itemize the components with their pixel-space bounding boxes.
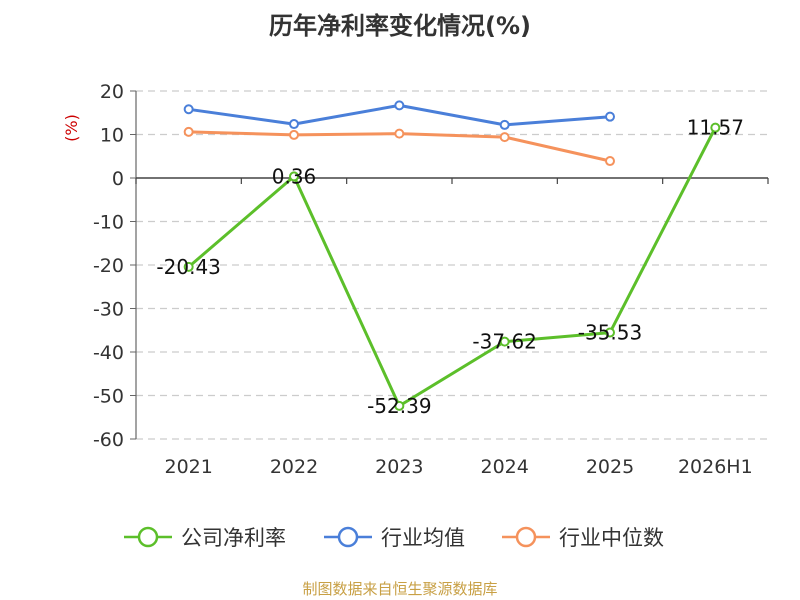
data-point (605, 327, 615, 338)
legend-label: 行业中位数 (559, 526, 664, 550)
legend-label: 公司净利率 (181, 526, 286, 550)
y-tick-label: -20 (93, 255, 124, 277)
data-label: -52.39 (367, 394, 431, 418)
data-point (289, 129, 299, 140)
x-tick-label: 2022 (270, 456, 318, 478)
legend: 公司净利率 行业均值 行业中位数 (124, 526, 664, 550)
legend-label: 行业均值 (381, 526, 465, 550)
y-tick-label: -50 (93, 386, 124, 408)
data-label: -37.62 (472, 330, 536, 354)
data-label: 0.36 (272, 164, 317, 188)
y-tick-label: 0 (112, 168, 124, 190)
series-lines (183, 100, 721, 411)
legend-marker (337, 526, 359, 548)
data-point (394, 128, 405, 139)
x-tick-label: 2025 (586, 456, 634, 478)
y-tick-label: 20 (100, 81, 124, 103)
data-point (499, 132, 510, 143)
data-point (499, 119, 510, 130)
chart-title: 历年净利率变化情况(%) (269, 12, 531, 40)
y-tick-label: 10 (100, 125, 124, 147)
data-point (289, 171, 299, 182)
data-point (183, 104, 194, 115)
grid-lines (136, 90, 768, 440)
x-tick-label: 2023 (375, 456, 423, 478)
source-note: 制图数据来自恒生聚源数据库 (302, 580, 497, 598)
data-point (605, 111, 615, 122)
y-axis-unit-label: (%) (62, 114, 81, 142)
data-point (394, 100, 405, 111)
data-label: -35.53 (578, 321, 642, 345)
data-point (499, 336, 510, 347)
legend-marker (137, 526, 159, 548)
data-point (710, 122, 721, 133)
data-label: -20.43 (156, 255, 220, 279)
axes: 20 10 0 -10 -20 -30 -40 -50 -60 2021 2022 2023 2024 2… (93, 81, 769, 478)
data-point (394, 400, 405, 411)
data-point (183, 261, 194, 272)
x-tick-label: 2021 (164, 456, 212, 478)
x-tick-label: 2026H1 (678, 456, 753, 478)
data-point (289, 119, 299, 130)
series-line (187, 127, 717, 408)
data-point (605, 156, 615, 167)
data-point (183, 126, 194, 137)
data-label: 11.57 (687, 116, 744, 140)
y-tick-label: -10 (93, 212, 124, 234)
y-tick-label: -30 (93, 299, 124, 321)
data-labels: -20.43 0.36 -52.39 -37.62 -35.53 11.57 (156, 116, 744, 418)
y-tick-label: -40 (93, 342, 124, 364)
legend-marker (515, 526, 537, 548)
x-tick-label: 2024 (480, 456, 528, 478)
y-tick-label: -60 (93, 429, 124, 451)
